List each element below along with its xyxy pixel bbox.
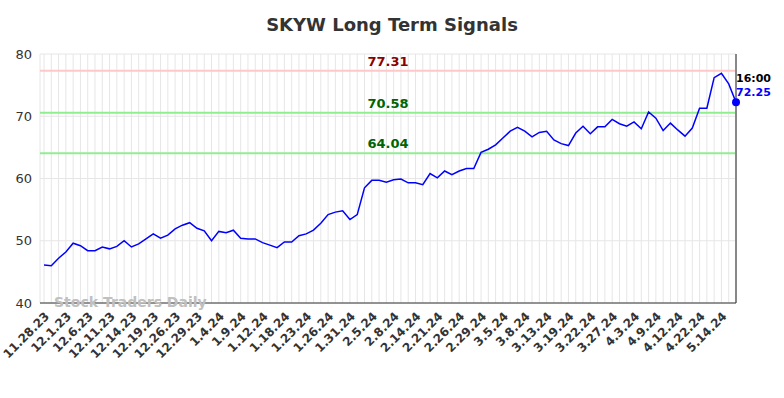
svg-text:12.26.23: 12.26.23 xyxy=(131,309,184,361)
svg-text:12.6.23: 12.6.23 xyxy=(50,309,96,356)
svg-text:1.23.24: 1.23.24 xyxy=(268,309,315,356)
svg-text:2.26.24: 2.26.24 xyxy=(421,309,468,356)
svg-text:12.14.23: 12.14.23 xyxy=(87,309,140,361)
svg-text:4.12.24: 4.12.24 xyxy=(640,309,686,356)
svg-text:3.27.24: 3.27.24 xyxy=(574,309,621,356)
svg-text:1.26.24: 1.26.24 xyxy=(290,309,337,356)
html-text:SKYW Long Term Signals: SKYW Long Term Signals xyxy=(266,14,518,35)
html-text:Stock Traders Daily: Stock Traders Daily xyxy=(54,294,207,310)
svg-text:60: 60 xyxy=(15,171,32,186)
svg-text:3.22.24: 3.22.24 xyxy=(552,309,599,356)
svg-text:77.31: 77.31 xyxy=(367,54,408,69)
svg-text:1.31.24: 1.31.24 xyxy=(312,309,359,356)
svg-text:70: 70 xyxy=(15,109,32,124)
svg-text:16:00: 16:00 xyxy=(736,72,771,85)
svg-text:5.14.24: 5.14.24 xyxy=(684,309,730,355)
svg-text:4.9.24: 4.9.24 xyxy=(624,309,664,350)
svg-text:70.58: 70.58 xyxy=(367,96,408,111)
svg-text:3.8.24: 3.8.24 xyxy=(492,309,533,350)
svg-text:1.9.24: 1.9.24 xyxy=(208,309,249,350)
svg-text:2.8.24: 2.8.24 xyxy=(361,309,402,350)
svg-text:2.14.24: 2.14.24 xyxy=(377,309,424,356)
svg-text:12.1.23: 12.1.23 xyxy=(28,309,74,356)
svg-text:3.19.24: 3.19.24 xyxy=(530,309,577,356)
svg-text:3.5.24: 3.5.24 xyxy=(471,309,512,350)
svg-text:12.29.23: 12.29.23 xyxy=(153,309,206,361)
svg-text:50: 50 xyxy=(15,233,32,248)
svg-text:64.04: 64.04 xyxy=(367,136,408,151)
svg-text:40: 40 xyxy=(15,296,32,311)
svg-text:1.18.24: 1.18.24 xyxy=(246,309,293,356)
svg-text:72.25: 72.25 xyxy=(736,86,771,99)
svg-text:12.19.23: 12.19.23 xyxy=(109,309,162,361)
svg-text:2.5.24: 2.5.24 xyxy=(340,309,380,350)
svg-text:12.11.23: 12.11.23 xyxy=(65,309,118,361)
svg-text:2.29.24: 2.29.24 xyxy=(443,309,490,356)
svg-text:4.22.24: 4.22.24 xyxy=(661,309,708,356)
svg-text:1.12.24: 1.12.24 xyxy=(224,309,271,356)
svg-text:1.4.24: 1.4.24 xyxy=(187,309,227,350)
svg-text:80: 80 xyxy=(15,47,32,62)
svg-text:3.13.24: 3.13.24 xyxy=(508,309,555,356)
svg-text:4.3.24: 4.3.24 xyxy=(602,309,643,350)
svg-text:2.21.24: 2.21.24 xyxy=(399,309,446,356)
